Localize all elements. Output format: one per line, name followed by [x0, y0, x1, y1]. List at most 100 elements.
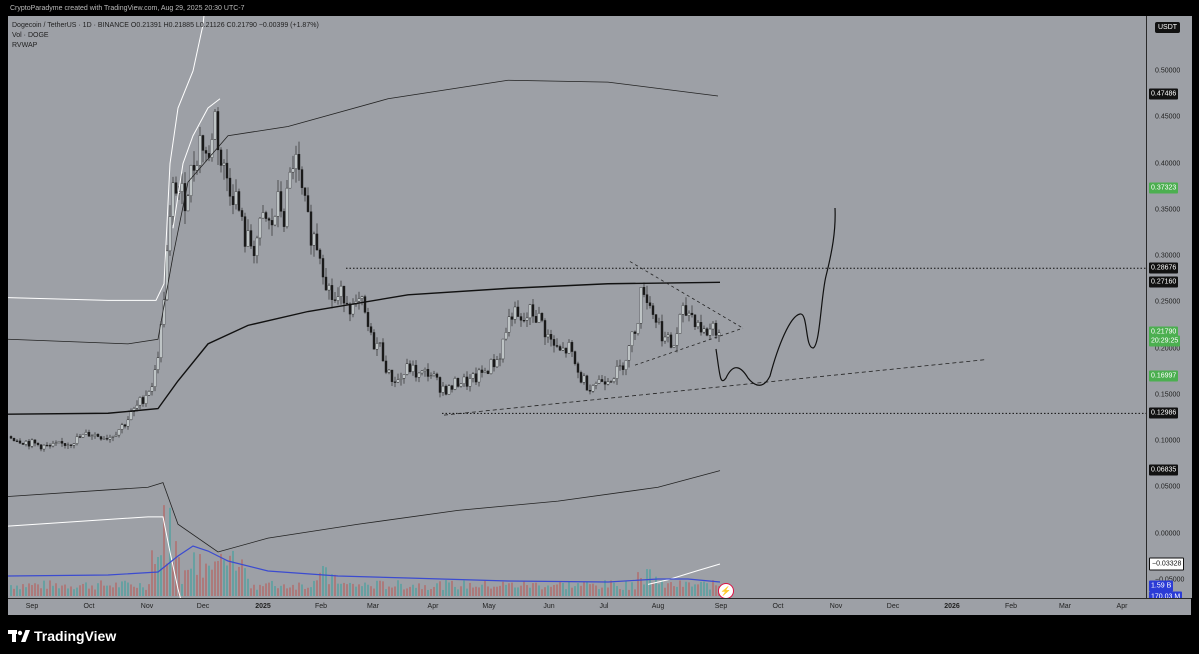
volume-bar: [367, 584, 369, 596]
volume-bar: [427, 589, 429, 596]
volume-bar: [520, 585, 522, 596]
candle-body: [300, 169, 304, 188]
candle-body: [663, 336, 667, 342]
candle-body: [450, 385, 454, 390]
volume-bar: [502, 581, 504, 596]
volume-bar: [673, 586, 675, 596]
volume-bar: [472, 587, 474, 596]
candle-body: [573, 351, 577, 364]
candle-body: [276, 191, 280, 217]
candle-body: [210, 139, 214, 158]
price-badge[interactable]: 170.03 M: [1149, 591, 1183, 603]
rvwap-legend[interactable]: RVWAP: [12, 42, 38, 49]
candle-body: [201, 135, 205, 151]
time-tick-label: Dec: [196, 603, 210, 610]
volume-bar: [688, 582, 690, 596]
volume-bar: [43, 580, 45, 596]
candle-body: [393, 381, 397, 383]
volume-bar: [163, 505, 165, 596]
volume-bar: [448, 582, 450, 596]
volume-bar: [133, 586, 135, 596]
flash-icon[interactable]: ⚡: [718, 583, 734, 598]
volume-bar: [340, 583, 342, 596]
candle-body: [534, 316, 538, 323]
price-badge[interactable]: 0.12986: [1149, 407, 1179, 419]
volume-bar: [235, 570, 237, 596]
chart-pane[interactable]: Dogecoin / TetherUS · 1D · BINANCE O0.21…: [8, 16, 1146, 598]
volume-bar: [376, 580, 378, 596]
price-badge[interactable]: 0.21790: [1149, 326, 1179, 338]
volume-bar: [484, 580, 486, 596]
candle-body: [108, 437, 112, 440]
price-badge[interactable]: 0.06835: [1149, 464, 1179, 476]
candle-body: [597, 379, 601, 384]
price-badge[interactable]: 0.37323: [1149, 182, 1179, 194]
volume-bar: [115, 582, 117, 596]
candle-body: [672, 345, 676, 348]
candle-body: [363, 296, 367, 313]
price-badge[interactable]: 20:29:25: [1149, 335, 1181, 347]
price-tick-label: 0.30000: [1155, 252, 1181, 260]
volume-bar: [34, 583, 36, 596]
volume-bar: [421, 589, 423, 596]
volume-bar: [226, 565, 228, 596]
price-badge[interactable]: 0.47486: [1149, 88, 1179, 100]
candle-body: [69, 444, 73, 446]
candle-body: [111, 436, 115, 438]
candle-body: [540, 312, 544, 321]
volume-bar: [190, 568, 192, 596]
price-badge[interactable]: 0.28676: [1149, 262, 1179, 274]
price-tick-label: 0.25000: [1155, 298, 1181, 306]
price-badge[interactable]: 1.59 B: [1149, 580, 1174, 592]
price-axis[interactable]: USDT 0.50000 0.45000 0.40000 0.35000 0.30000…: [1146, 16, 1192, 603]
candle-body: [78, 436, 82, 438]
candle-body: [63, 443, 67, 446]
volume-bar: [442, 589, 444, 596]
volume-bar: [16, 585, 18, 596]
price-badge[interactable]: −0.03328: [1149, 557, 1185, 571]
volume-bar: [454, 586, 456, 596]
volume-legend[interactable]: Vol · DOGE: [12, 32, 49, 39]
candle-body: [528, 304, 532, 319]
volume-bar: [76, 587, 78, 596]
candle-body: [306, 195, 310, 212]
price-chart-svg[interactable]: [8, 16, 1146, 598]
candle-body: [390, 369, 394, 382]
candle-body: [621, 365, 625, 370]
volume-bar: [61, 585, 63, 596]
candle-body: [54, 442, 58, 444]
volume-bar: [181, 583, 183, 596]
candle-body: [456, 378, 460, 387]
candle-body: [642, 287, 646, 295]
volume-bar: [676, 586, 678, 596]
candle-body: [255, 237, 259, 257]
time-axis[interactable]: Sep Oct Nov Dec 2025 Feb Mar Apr May Jun Jul Aug Sep…: [8, 598, 1191, 616]
symbol-legend[interactable]: Dogecoin / TetherUS · 1D · BINANCE O0.21…: [12, 22, 319, 29]
volume-bar: [208, 565, 210, 596]
volume-bar: [151, 550, 153, 596]
candle-body: [27, 440, 31, 447]
volume-bar: [577, 583, 579, 596]
candle-body: [396, 379, 400, 383]
candle-body: [627, 345, 631, 361]
price-tick-label: 0.15000: [1155, 391, 1181, 399]
volume-bar: [82, 583, 84, 596]
candle-body: [606, 381, 610, 385]
candle-body: [264, 212, 268, 219]
candle-body: [102, 438, 106, 440]
time-tick-label: Jul: [599, 603, 609, 610]
tradingview-logo[interactable]: TradingView: [8, 628, 116, 644]
volume-bar: [622, 589, 624, 596]
volume-bar: [562, 582, 564, 596]
candle-body: [324, 276, 328, 291]
price-badge[interactable]: 0.27160: [1149, 276, 1179, 288]
volume-bar: [187, 569, 189, 596]
candle-body: [219, 149, 223, 166]
currency-label[interactable]: USDT: [1155, 22, 1181, 33]
price-tick-label: 0.40000: [1155, 160, 1181, 167]
price-badge[interactable]: 0.16997: [1149, 370, 1179, 382]
time-tick-label: Sep: [714, 603, 728, 610]
candle-body: [687, 312, 691, 316]
volume-bar: [73, 589, 75, 596]
tradingview-logo-icon: [8, 630, 30, 642]
